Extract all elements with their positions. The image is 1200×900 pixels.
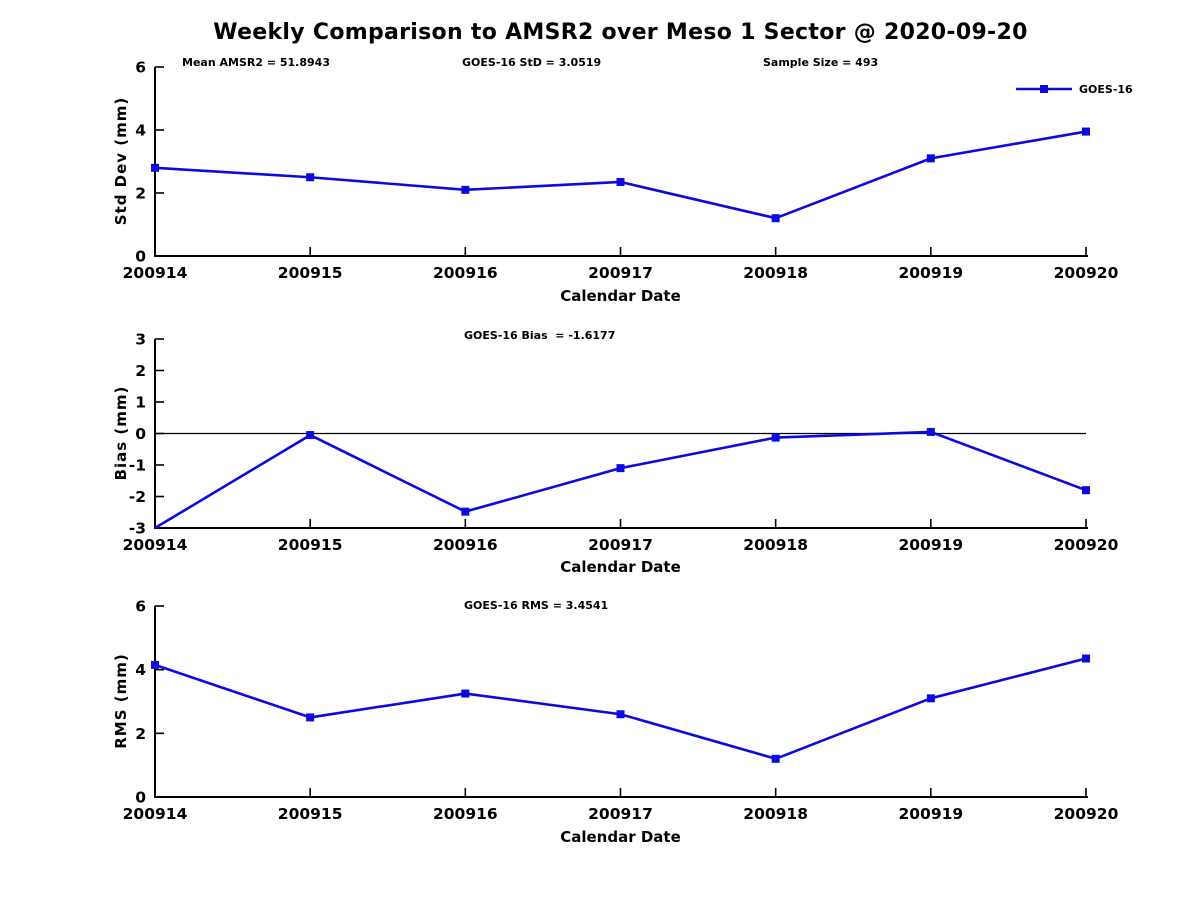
x-axis-label-bottom: Calendar Date bbox=[560, 828, 681, 846]
series-marker bbox=[1082, 654, 1090, 663]
subplot-rms: 0 2 4 6 200914 200915 200916 200917 200918 200919… bbox=[123, 598, 1119, 824]
series-marker bbox=[616, 710, 625, 719]
series-marker bbox=[926, 154, 935, 163]
x-tick-label: 200916 bbox=[433, 264, 498, 282]
series-line-goes-16 bbox=[154, 657, 1087, 761]
y-tick-label: 0 bbox=[135, 248, 146, 266]
series-marker bbox=[616, 464, 625, 473]
y-axis-label-stddev: Std Dev (mm) bbox=[112, 96, 130, 226]
y-axis-label-rms: RMS (mm) bbox=[112, 653, 130, 749]
x-tick-label: 200919 bbox=[898, 805, 963, 823]
annotation-mean-amsr2: Mean AMSR2 = 51.8943 bbox=[182, 56, 330, 69]
y-tick-label: 6 bbox=[135, 59, 146, 77]
series-marker bbox=[926, 694, 935, 703]
legend-label: GOES-16 bbox=[1079, 82, 1133, 96]
y-tick-label: 2 bbox=[135, 362, 146, 380]
x-tick-label: 200919 bbox=[898, 264, 963, 282]
y-tick-label: 2 bbox=[135, 725, 146, 743]
y-tick-label: 3 bbox=[135, 331, 146, 349]
x-tick-label: 200915 bbox=[278, 805, 343, 823]
y-tick-label: 4 bbox=[135, 122, 146, 140]
x-tick-label: 200917 bbox=[588, 805, 653, 823]
series-marker bbox=[771, 754, 780, 763]
series-marker bbox=[306, 431, 315, 440]
y-tick-label: 0 bbox=[135, 425, 146, 443]
y-tick-label: -2 bbox=[129, 488, 146, 506]
legend: GOES-16 bbox=[1014, 82, 1133, 96]
x-tick-label: 200920 bbox=[1054, 536, 1119, 554]
series-marker bbox=[771, 214, 780, 223]
x-tick-label: 200914 bbox=[123, 536, 188, 554]
series-marker bbox=[926, 427, 935, 436]
series-line-goes-16 bbox=[154, 130, 1087, 220]
x-tick-label: 200914 bbox=[123, 264, 188, 282]
series-marker bbox=[151, 163, 159, 172]
x-tick-label: 200916 bbox=[433, 805, 498, 823]
x-tick-label: 200920 bbox=[1054, 805, 1119, 823]
x-tick-label: 200915 bbox=[278, 536, 343, 554]
series-marker bbox=[616, 177, 625, 186]
subplot-std-dev: 0 2 4 6 200914 200915 200916 200917 200918 200919… bbox=[123, 59, 1119, 283]
x-tick-label: 200917 bbox=[588, 536, 653, 554]
series-marker bbox=[461, 689, 470, 698]
series-marker bbox=[771, 433, 780, 442]
series-marker bbox=[306, 173, 315, 182]
y-tick-label: 2 bbox=[135, 185, 146, 203]
x-tick-label: 200918 bbox=[743, 805, 808, 823]
x-tick-label: 200920 bbox=[1054, 264, 1119, 282]
y-tick-label: 4 bbox=[135, 661, 146, 679]
x-tick-label: 200918 bbox=[743, 264, 808, 282]
series-marker bbox=[1082, 127, 1090, 136]
x-axis-label-middle: Calendar Date bbox=[560, 558, 681, 576]
x-tick-label: 200919 bbox=[898, 536, 963, 554]
series-marker bbox=[306, 713, 315, 722]
y-tick-label: 0 bbox=[135, 789, 146, 807]
legend-line-marker-icon bbox=[1016, 85, 1072, 93]
y-tick-label: 1 bbox=[135, 394, 146, 412]
y-tick-label: -3 bbox=[129, 520, 146, 538]
y-tick-label: 6 bbox=[135, 598, 146, 616]
series-line-goes-16 bbox=[154, 430, 1087, 530]
series-marker bbox=[1082, 486, 1090, 495]
x-tick-label: 200918 bbox=[743, 536, 808, 554]
annotation-goes16-rms: GOES-16 RMS = 3.4541 bbox=[464, 599, 609, 612]
x-axis-label-top: Calendar Date bbox=[560, 287, 681, 305]
annotation-goes16-std: GOES-16 StD = 3.0519 bbox=[462, 56, 602, 69]
x-tick-label: 200914 bbox=[123, 805, 188, 823]
annotation-goes16-bias: GOES-16 Bias = -1.6177 bbox=[464, 329, 616, 342]
chart-title: Weekly Comparison to AMSR2 over Meso 1 S… bbox=[213, 20, 1028, 45]
series-marker bbox=[151, 660, 159, 669]
x-tick-label: 200917 bbox=[588, 264, 653, 282]
x-tick-label: 200915 bbox=[278, 264, 343, 282]
x-tick-label: 200916 bbox=[433, 536, 498, 554]
series-marker bbox=[461, 185, 470, 194]
y-axis-label-bias: Bias (mm) bbox=[112, 385, 130, 481]
y-tick-label: -1 bbox=[129, 457, 146, 475]
series-marker bbox=[461, 507, 470, 516]
annotation-sample-size: Sample Size = 493 bbox=[763, 56, 879, 69]
